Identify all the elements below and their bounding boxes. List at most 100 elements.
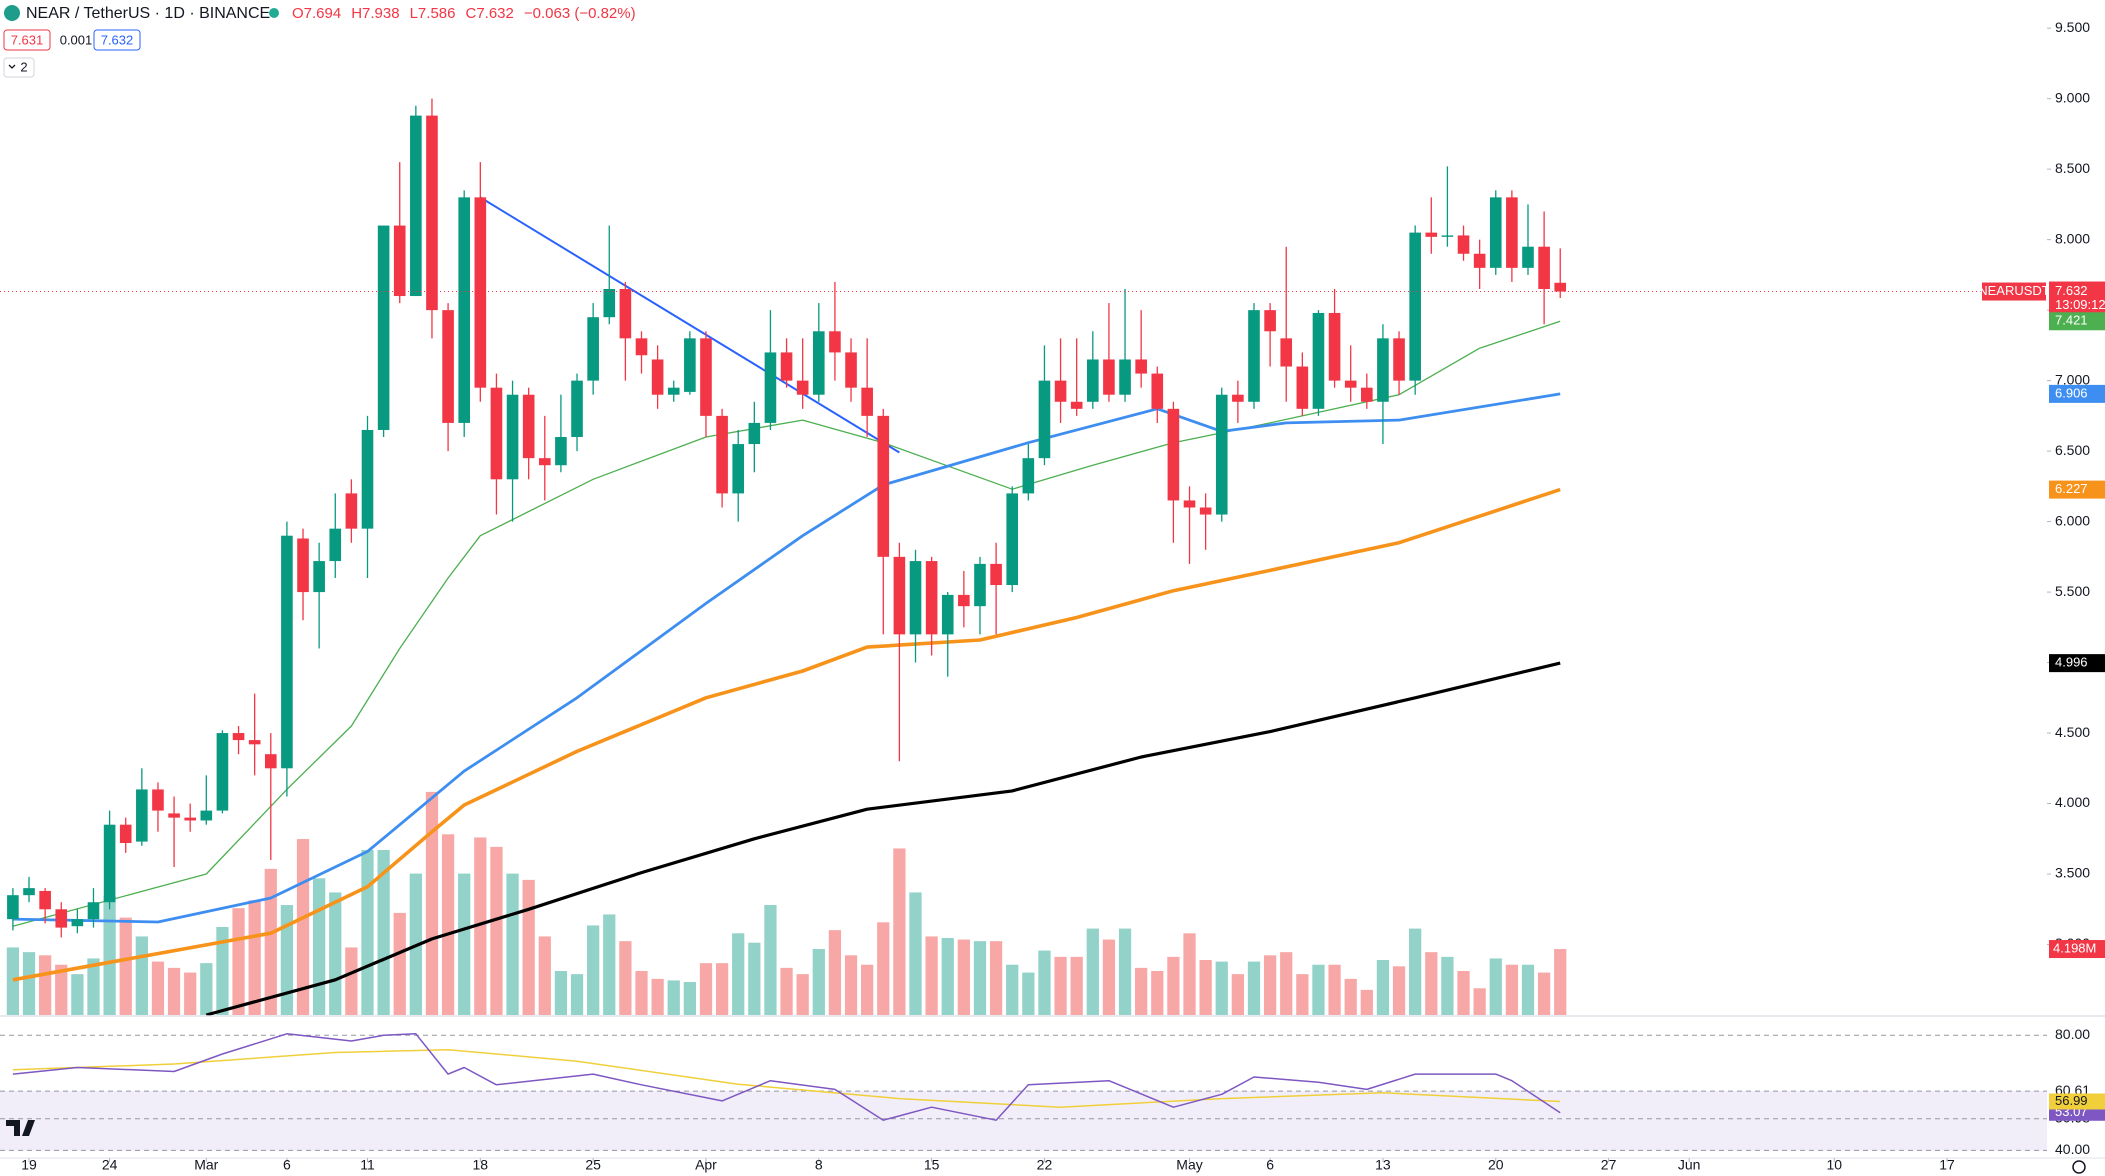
- x-tick-label: 10: [1826, 1157, 1842, 1173]
- y-tick-label: 4.500: [2055, 724, 2090, 740]
- candle-body: [845, 352, 857, 388]
- settings-icon[interactable]: [2072, 1160, 2086, 1174]
- x-tick-label: Mar: [194, 1157, 218, 1173]
- candle-body: [1022, 458, 1035, 494]
- candle-body: [1232, 394, 1244, 402]
- candle-body: [1070, 401, 1083, 409]
- volume-bar: [973, 941, 987, 1015]
- bid-badge[interactable]: [3, 29, 51, 51]
- volume-bar: [1376, 960, 1390, 1015]
- candle-body: [603, 288, 616, 318]
- candle-body: [619, 288, 632, 339]
- x-tick-label: 19: [21, 1157, 37, 1173]
- x-tick-label: 11: [360, 1157, 375, 1173]
- x-tick-label: 6: [283, 1157, 291, 1173]
- volume-bar: [764, 905, 777, 1015]
- volume-bar: [1473, 988, 1486, 1015]
- candle-body: [1377, 338, 1389, 402]
- volume-bar: [441, 834, 455, 1015]
- candle-body: [1409, 232, 1421, 381]
- volume-bar: [1263, 955, 1277, 1015]
- volume-bar: [732, 933, 745, 1015]
- candle-body: [538, 458, 551, 466]
- x-tick-label: 22: [1037, 1157, 1053, 1173]
- volume-bar: [1215, 961, 1228, 1015]
- candle-body: [1087, 359, 1099, 402]
- candle-body: [1473, 253, 1486, 268]
- volume-bar: [909, 892, 922, 1015]
- candle-body: [393, 225, 406, 297]
- ma-value: 6.227: [2055, 481, 2088, 496]
- volume-bar: [55, 964, 68, 1015]
- y-tick-label: 9.000: [2055, 89, 2090, 105]
- candle-body: [7, 895, 19, 920]
- legend-change: −0.063 (−0.82%): [524, 5, 636, 22]
- ask-badge[interactable]: [93, 29, 141, 51]
- volume-bar: [651, 978, 664, 1015]
- volume-bar: [490, 846, 503, 1015]
- candle-body: [1344, 380, 1357, 388]
- settings[interactable]: [2072, 1160, 2086, 1174]
- candle-body: [1457, 235, 1470, 254]
- candle-body: [1296, 366, 1309, 409]
- volume-bar: [844, 955, 858, 1015]
- candle-body: [506, 394, 519, 480]
- trendline: [479, 196, 900, 454]
- volume-bar: [1199, 960, 1212, 1015]
- volume-bar: [119, 917, 132, 1015]
- x-tick-label: 27: [1601, 1157, 1617, 1173]
- bid-value: 7.631: [11, 32, 44, 47]
- candle-body: [168, 813, 180, 818]
- candle-body: [1425, 232, 1438, 237]
- volume-bar: [1167, 956, 1180, 1015]
- volume-bar: [1038, 950, 1051, 1015]
- candle-body: [1538, 246, 1550, 289]
- candle-body: [877, 415, 890, 557]
- volume-bar: [780, 967, 793, 1015]
- ma-value: 4.996: [2055, 655, 2088, 670]
- header: NEAR / TetherUS · 1D · BINANCE O7.694 H7…: [3, 5, 636, 78]
- volume-bar: [22, 952, 36, 1015]
- indicators-toggle[interactable]: [3, 57, 35, 78]
- volume-bar: [1537, 972, 1551, 1015]
- legend-high: H7.938: [351, 5, 399, 22]
- volume-bar: [1006, 964, 1019, 1015]
- x-tick-label: May: [1176, 1157, 1202, 1173]
- candle-body: [232, 733, 245, 741]
- last-price: 7.632: [2055, 283, 2088, 298]
- volume-bar: [635, 971, 648, 1015]
- y-tick-label: 6.500: [2055, 442, 2090, 458]
- candle-body: [780, 352, 793, 381]
- candle-body: [1506, 197, 1518, 268]
- volume-bar: [1151, 971, 1164, 1015]
- plot-area: [0, 98, 2047, 1151]
- candle-body: [264, 754, 277, 769]
- candle-body: [119, 824, 132, 844]
- status-dot: [269, 8, 279, 18]
- x-tick-label: 17: [1939, 1157, 1955, 1173]
- candle-body: [555, 437, 567, 466]
- candle-body: [812, 331, 825, 395]
- rsi-value-box: [2049, 1093, 2105, 1110]
- volume-bar: [1102, 939, 1116, 1015]
- y-tick-label: 8.000: [2055, 230, 2090, 246]
- symbol-label: NEARUSDT: [1978, 283, 2050, 298]
- candle-body: [87, 902, 100, 920]
- candle-body: [829, 331, 841, 353]
- candle-body: [297, 538, 309, 593]
- volume-bar: [1280, 952, 1293, 1015]
- candle-body: [716, 415, 728, 494]
- volume-bar: [619, 941, 632, 1015]
- volume-bar: [957, 939, 970, 1015]
- candle-body: [71, 919, 84, 927]
- volume-bar: [587, 925, 600, 1015]
- ma-value-box: [2049, 654, 2105, 673]
- volume-bar: [1118, 928, 1132, 1015]
- indicator-count: 2: [20, 59, 27, 74]
- volume-bar: [925, 936, 938, 1015]
- candle-body: [684, 338, 696, 392]
- candle-body: [1054, 380, 1067, 402]
- candle-body: [1393, 338, 1405, 381]
- volume-value: 4.198M: [2053, 940, 2096, 955]
- volume-bar: [1409, 928, 1422, 1015]
